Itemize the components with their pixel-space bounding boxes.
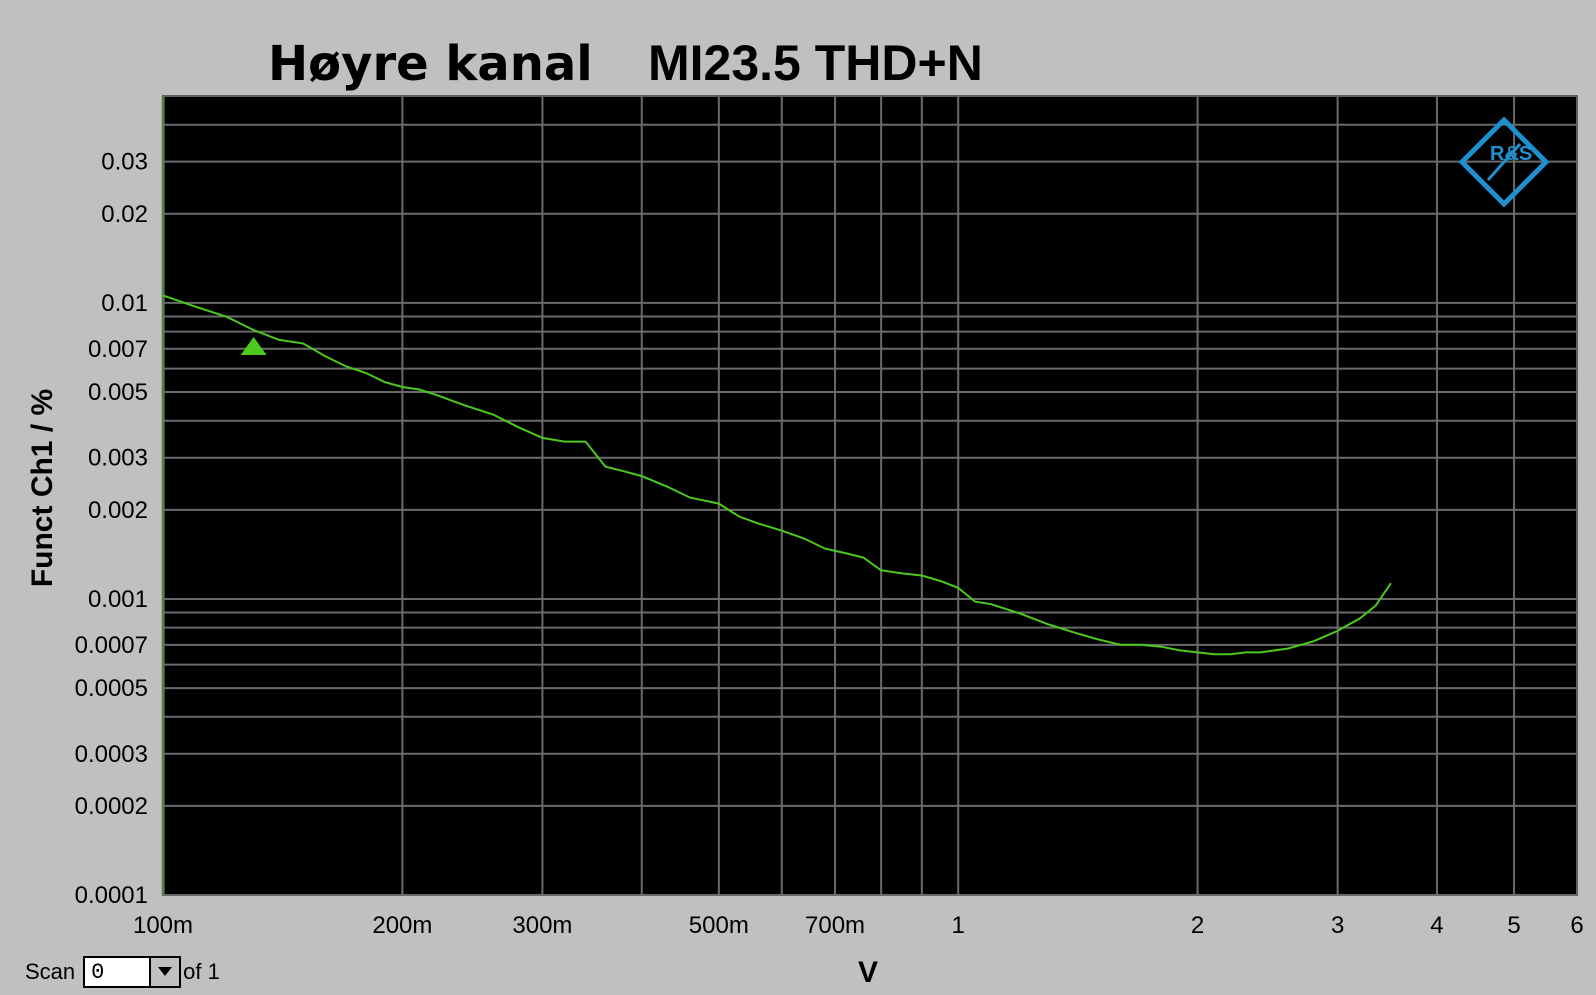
plot-area (162, 95, 1578, 896)
y-tick-label-10: 0.01 (101, 290, 148, 317)
series-group (162, 294, 1392, 656)
scan-bar: Scan 0 of 1 (25, 955, 220, 989)
scan-value: 0 (91, 959, 105, 985)
x-tick-label-0: 100m (133, 912, 193, 939)
x-tick-labels: 100m 200m 300m 500m 700m 1 2 3 4 5 6 (133, 912, 1584, 939)
y-tick-label-1: 0.0002 (75, 793, 148, 820)
x-tick-label-6: 2 (1191, 912, 1204, 939)
y-tick-label-0: 0.0001 (75, 882, 148, 909)
x-tick-label-5: 1 (952, 912, 965, 939)
y-tick-labels: 0.0001 0.0002 0.0003 0.0005 0.0007 0.001 0.002… (75, 149, 148, 909)
scan-select[interactable]: 0 (83, 956, 182, 988)
cursor-marker-icon (240, 336, 267, 355)
y-tick-label-4: 0.0007 (75, 632, 148, 659)
x-tick-label-2: 300m (512, 912, 572, 939)
chart-title: Høyre kanal (268, 36, 593, 92)
x-tick-label-10: 6 (1570, 912, 1583, 939)
y-tick-label-9: 0.007 (88, 336, 148, 363)
chart-subtitle: MI23.5 THD+N (648, 35, 983, 91)
y-tick-label-7: 0.003 (88, 445, 148, 472)
series-line-0 (162, 294, 1392, 656)
y-axis-label: Funct Ch1 / % (26, 389, 59, 587)
y-tick-label-2: 0.0003 (75, 741, 148, 768)
y-tick-label-8: 0.005 (88, 379, 148, 406)
scan-label: Scan (25, 959, 76, 984)
y-tick-label-12: 0.03 (101, 149, 148, 176)
rs-logo-text: R&S (1490, 143, 1532, 165)
marker-group (240, 336, 267, 355)
x-tick-label-4: 700m (805, 912, 865, 939)
y-tick-label-6: 0.002 (88, 497, 148, 524)
x-tick-label-3: 500m (689, 912, 749, 939)
y-tick-label-11: 0.02 (101, 201, 148, 228)
x-tick-label-9: 5 (1507, 912, 1520, 939)
scan-of-text: of 1 (183, 959, 220, 984)
x-tick-label-7: 3 (1331, 912, 1344, 939)
x-tick-label-8: 4 (1430, 912, 1443, 939)
y-tick-label-3: 0.0005 (75, 675, 148, 702)
x-axis-label: V (858, 956, 878, 989)
rs-logo: R&S (1458, 116, 1550, 208)
y-tick-label-5: 0.001 (88, 586, 148, 613)
x-tick-label-1: 200m (372, 912, 432, 939)
dropdown-arrow-icon[interactable] (149, 958, 180, 986)
